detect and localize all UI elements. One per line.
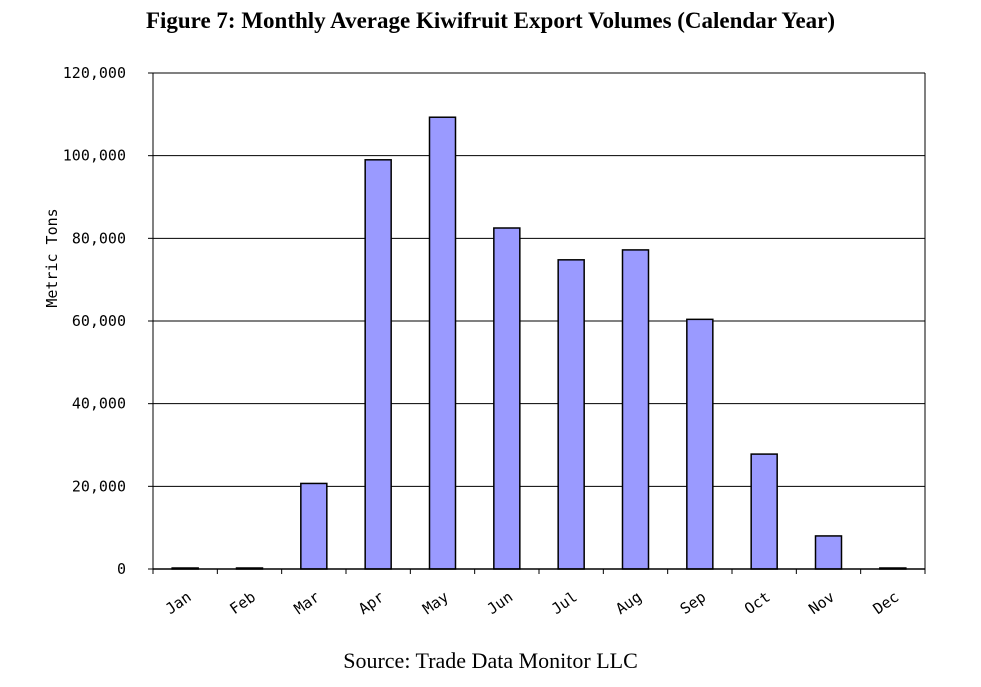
x-tick-label: Jun bbox=[484, 588, 517, 618]
x-tick-label: Apr bbox=[355, 588, 388, 618]
bar-sep bbox=[686, 318, 714, 570]
x-tick-label: Aug bbox=[612, 588, 645, 618]
x-tick-label: Mar bbox=[291, 588, 324, 618]
x-tick-label: Jul bbox=[548, 588, 581, 618]
x-tick-label: May bbox=[419, 588, 452, 618]
bar-jun bbox=[493, 227, 521, 570]
bar-nov bbox=[814, 535, 843, 570]
y-tick-label: 40,000 bbox=[72, 395, 126, 413]
bar-apr bbox=[364, 159, 392, 570]
x-tick-label: Feb bbox=[226, 588, 259, 618]
bar-may bbox=[428, 116, 457, 570]
bar-jul bbox=[557, 259, 585, 570]
y-tick-label: 60,000 bbox=[72, 312, 126, 330]
y-tick-label: 20,000 bbox=[72, 477, 126, 495]
y-axis-title: Metric Tons bbox=[43, 208, 61, 307]
gridlines bbox=[153, 72, 925, 487]
bar-oct bbox=[750, 453, 778, 570]
y-tick-label: 0 bbox=[117, 560, 126, 578]
x-tick-label: Jan bbox=[162, 588, 195, 618]
x-tick-label: Dec bbox=[870, 588, 903, 618]
y-tick-label: 120,000 bbox=[63, 64, 126, 82]
y-tick-label: 100,000 bbox=[63, 147, 126, 165]
bar-mar bbox=[300, 482, 328, 570]
bar-aug bbox=[621, 249, 650, 570]
x-tick-label: Nov bbox=[805, 588, 838, 618]
chart-title: Figure 7: Monthly Average Kiwifruit Expo… bbox=[145, 8, 836, 33]
x-tick-label: Sep bbox=[677, 588, 710, 618]
axes bbox=[148, 72, 926, 574]
x-tick-label: Oct bbox=[741, 588, 774, 618]
bars bbox=[171, 116, 907, 570]
y-tick-label: 80,000 bbox=[72, 229, 126, 247]
source-note: Source: Trade Data Monitor LLC bbox=[343, 648, 638, 673]
